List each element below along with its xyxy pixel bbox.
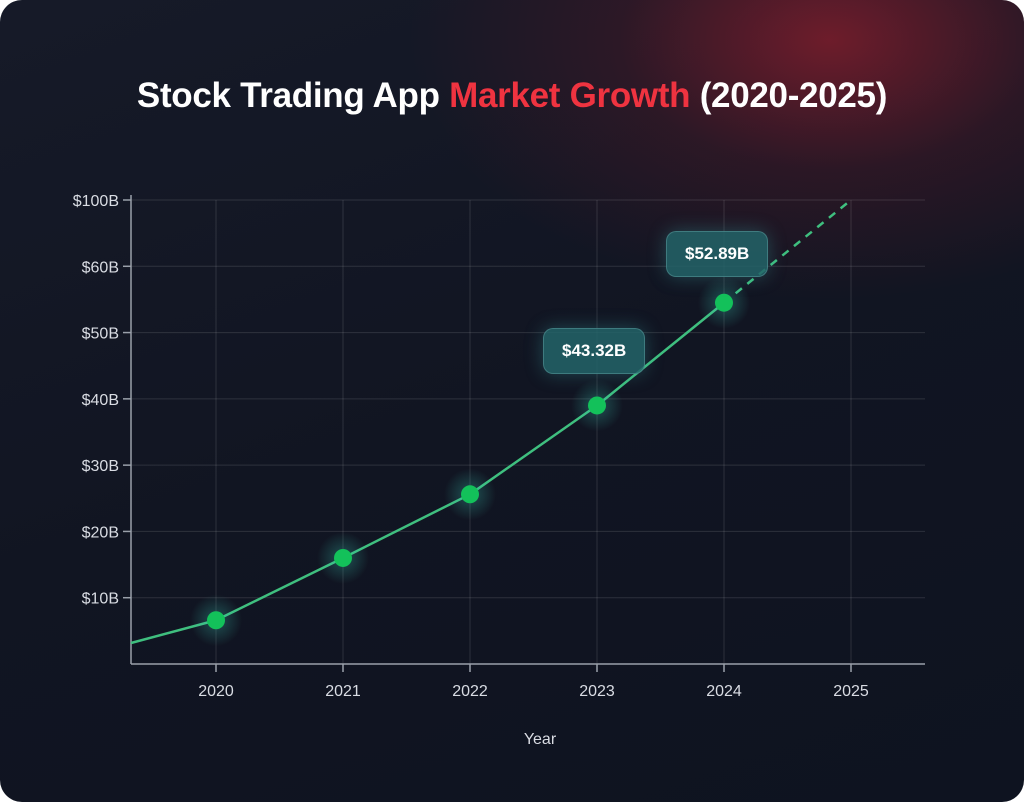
data-point (588, 396, 606, 415)
data-point (715, 293, 733, 312)
y-tick-label: $60B (82, 259, 119, 276)
title-accent: Market Growth (449, 76, 691, 115)
y-tick-label: $40B (82, 392, 119, 409)
y-tick-label: $50B (82, 326, 119, 343)
x-tick-label: 2020 (198, 683, 234, 700)
x-tick-label: 2021 (325, 683, 361, 700)
title-prefix: Stock Trading App (136, 76, 450, 115)
chart-title: Stock Trading App Market Growth (2020-20… (0, 76, 1024, 116)
annotation-callout-2023: $43.32B (543, 328, 646, 374)
series-line-projected (723, 199, 852, 304)
y-tick-label: $100B (73, 193, 119, 210)
x-tick-label: 2022 (452, 683, 488, 700)
x-tick-label: 2024 (706, 683, 742, 700)
y-tick-label: $20B (82, 524, 119, 541)
y-tick-label: $10B (82, 591, 119, 608)
x-tick-label: 2023 (579, 683, 615, 700)
annotation-callout-2024: $52.89B (666, 231, 769, 277)
data-point (334, 548, 352, 567)
x-axis-label: Year (524, 731, 557, 748)
x-tick-label: 2025 (833, 683, 869, 700)
data-point (207, 611, 225, 630)
y-tick-label: $30B (82, 458, 119, 475)
title-suffix: (2020-2025) (690, 76, 888, 115)
data-point (461, 485, 479, 504)
